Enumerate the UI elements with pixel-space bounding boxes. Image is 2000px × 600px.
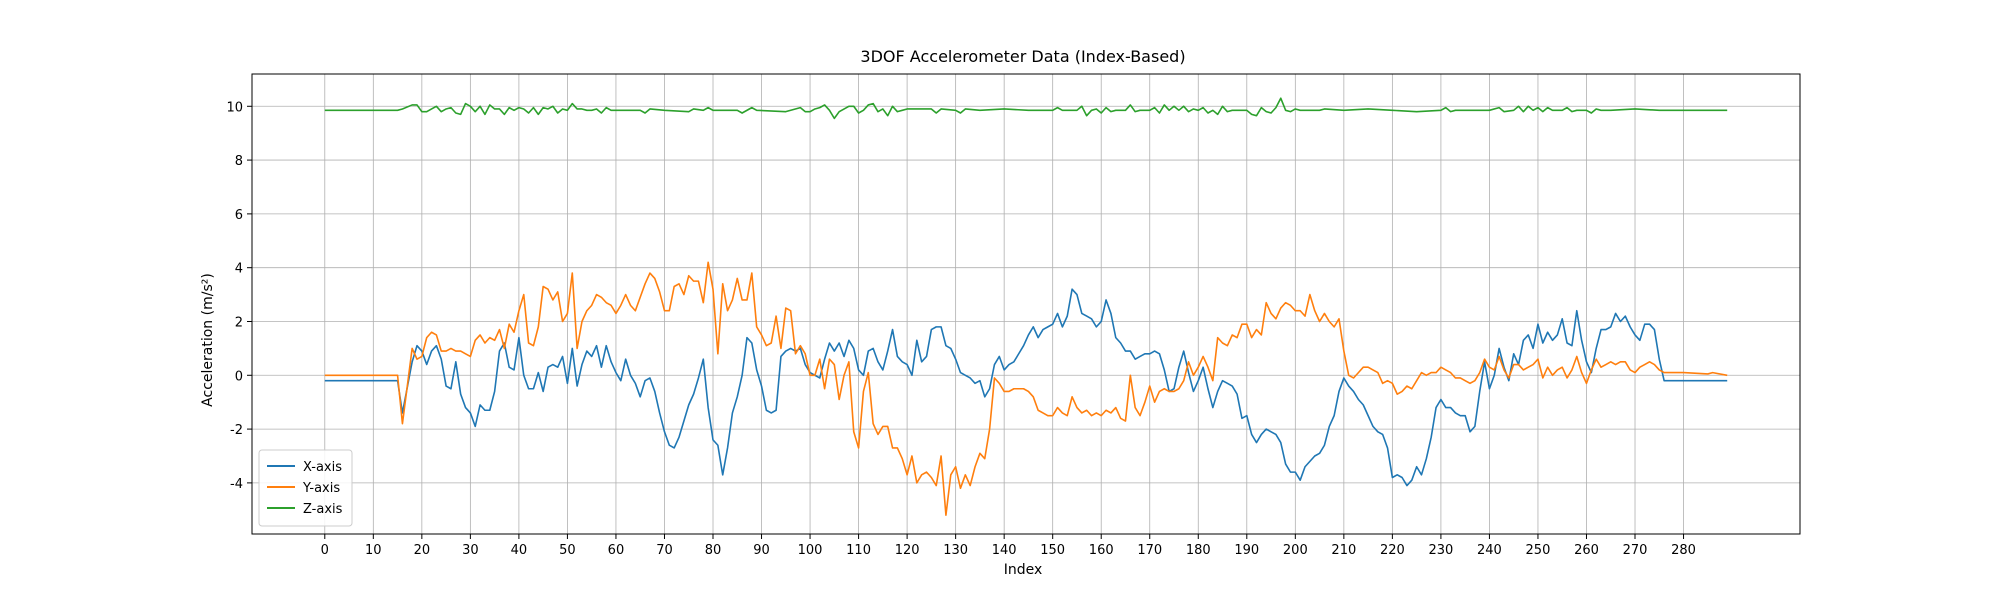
series-line-x-axis [324,288,1728,487]
x-tick-label: 30 [462,543,479,558]
series-line-z-axis [324,97,1728,120]
x-tick-label: 70 [656,543,673,558]
x-tick-label: 180 [1186,543,1211,558]
y-tick-label: 4 [235,262,243,277]
plot-frame [251,73,1801,535]
legend-label: Y-axis [302,481,340,496]
plot-area [252,74,1800,534]
x-tick-label: 150 [1040,543,1065,558]
x-tick-label: 120 [895,543,920,558]
legend: X-axis Y-axis Z-axis [258,449,353,527]
x-tick-label: 60 [608,543,625,558]
x-tick-label: 50 [559,543,576,558]
x-tick-label: 90 [753,543,770,558]
y-tick-label: 2 [235,315,243,330]
y-tick-label: 6 [235,208,243,223]
x-tick-label: 160 [1089,543,1114,558]
legend-label: Z-axis [303,502,343,517]
x-tick-label: 230 [1428,543,1453,558]
series-lines [324,97,1728,516]
x-tick-label: 170 [1137,543,1162,558]
x-tick-label: 140 [992,543,1017,558]
x-tick-label: 20 [414,543,431,558]
x-tick-label: 100 [798,543,823,558]
grid-lines [252,74,1800,534]
x-tick-label: 190 [1234,543,1259,558]
x-tick-label: 110 [846,543,871,558]
series-line-y-axis [324,261,1728,516]
legend-label: X-axis [303,460,342,475]
x-tick-label: 280 [1671,543,1696,558]
x-tick-label: 10 [365,543,382,558]
y-tick-label: 8 [235,154,243,169]
x-tick-label: 40 [511,543,528,558]
y-axis-title: Acceleration (m/s²) [200,273,216,407]
x-tick-label: 80 [705,543,722,558]
y-tick-label: 10 [226,100,243,115]
chart-title: 3DOF Accelerometer Data (Index-Based) [860,47,1185,66]
y-tick-label: 0 [235,369,243,384]
x-tick-label: 240 [1477,543,1502,558]
y-tick-label: -2 [230,423,243,438]
x-tick-label: 130 [943,543,968,558]
x-tick-label: 220 [1380,543,1405,558]
y-tick-label: -4 [230,477,243,492]
x-tick-label: 270 [1623,543,1648,558]
x-axis-title: Index [1004,562,1043,578]
x-tick-label: 200 [1283,543,1308,558]
axis-ticks: 0 10 20 30 40 50 60 70 80 90 100 110 120 130 140 150 160… [226,100,1695,558]
x-tick-label: 260 [1574,543,1599,558]
x-tick-label: 0 [321,543,329,558]
x-tick-label: 210 [1331,543,1356,558]
x-tick-label: 250 [1526,543,1551,558]
